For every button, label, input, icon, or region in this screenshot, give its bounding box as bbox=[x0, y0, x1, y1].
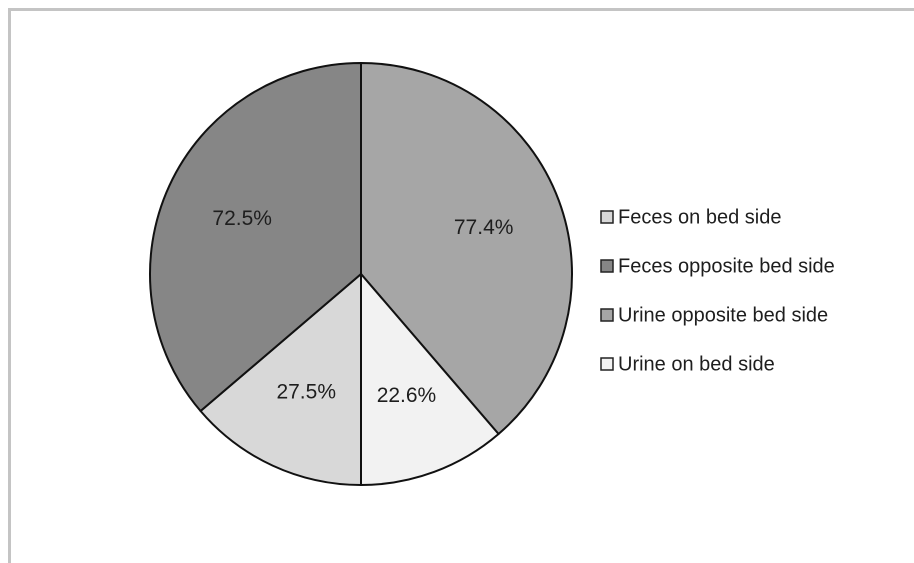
pie-slice-feces-on-bed-side bbox=[199, 273, 362, 486]
legend-swatch-urine-on-bed-side bbox=[600, 357, 614, 371]
slice-label-urine-opposite-bed-side: 77.4% bbox=[454, 216, 514, 239]
pie-slices bbox=[149, 62, 573, 486]
legend-label-urine-on-bed-side: Urine on bed side bbox=[618, 353, 775, 375]
pie-slice-urine-on-bed-side bbox=[360, 273, 500, 486]
legend-label-feces-opposite-bed-side: Feces opposite bed side bbox=[618, 255, 835, 277]
legend: Feces on bed side Feces opposite bed side… bbox=[600, 206, 835, 375]
pie-slice-feces-opposite-bed-side bbox=[149, 62, 362, 413]
legend-label-feces-on-bed-side: Feces on bed side bbox=[618, 206, 781, 228]
legend-swatch-feces-on-bed-side bbox=[600, 210, 614, 224]
legend-swatch-feces-opposite-bed-side bbox=[600, 259, 614, 273]
slice-labels: 27.5% 72.5% 77.4% 22.6% bbox=[212, 207, 513, 407]
slice-label-feces-on-bed-side: 27.5% bbox=[276, 380, 336, 403]
legend-label-urine-opposite-bed-side: Urine opposite bed side bbox=[618, 304, 828, 326]
pie-slice-urine-opposite-bed-side bbox=[360, 62, 573, 436]
slice-label-feces-opposite-bed-side: 72.5% bbox=[212, 207, 272, 230]
slice-label-urine-on-bed-side: 22.6% bbox=[377, 384, 437, 407]
legend-swatch-urine-opposite-bed-side bbox=[600, 308, 614, 322]
